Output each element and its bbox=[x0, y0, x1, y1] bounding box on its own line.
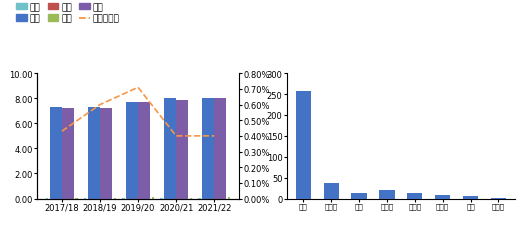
Bar bbox=[151, 197, 154, 199]
Bar bbox=[84, 198, 87, 199]
Bar bbox=[323, 183, 339, 199]
Bar bbox=[164, 99, 176, 199]
Bar bbox=[491, 198, 506, 199]
Bar bbox=[175, 198, 178, 199]
Bar bbox=[160, 198, 162, 199]
Bar bbox=[62, 109, 74, 199]
Bar bbox=[126, 103, 138, 199]
Legend: 库存, 产量, 进口, 出口, 消费, 库存消费比: 库存, 产量, 进口, 出口, 消费, 库存消费比 bbox=[15, 2, 121, 24]
Bar bbox=[296, 91, 311, 199]
Bar bbox=[198, 198, 201, 199]
Bar bbox=[379, 190, 395, 199]
Bar bbox=[137, 198, 140, 199]
Bar bbox=[122, 198, 125, 199]
Bar bbox=[213, 198, 216, 199]
Bar bbox=[46, 198, 48, 199]
Bar bbox=[228, 197, 230, 199]
Bar bbox=[190, 198, 192, 199]
Bar bbox=[352, 193, 367, 199]
Bar bbox=[50, 108, 62, 199]
Bar bbox=[176, 100, 189, 199]
Bar bbox=[407, 193, 423, 199]
Bar bbox=[214, 99, 226, 199]
Bar bbox=[114, 198, 116, 199]
Bar bbox=[463, 196, 478, 199]
Bar bbox=[88, 108, 100, 199]
Bar bbox=[202, 99, 214, 199]
Bar bbox=[75, 198, 78, 199]
Bar bbox=[138, 103, 150, 199]
Bar bbox=[100, 109, 112, 199]
Bar bbox=[435, 195, 450, 199]
